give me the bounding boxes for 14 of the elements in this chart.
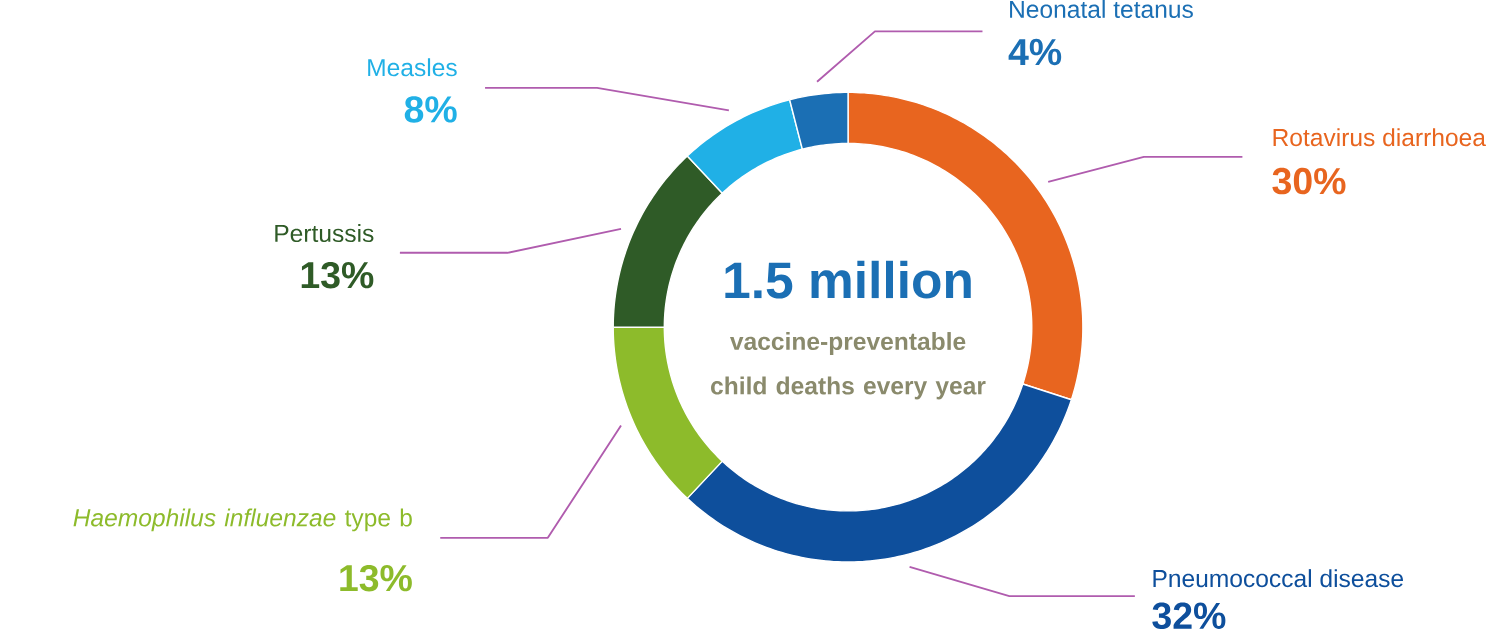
data-label: 13% (301, 261, 374, 289)
slice-label: Rotavirus diarrhoea (1273, 128, 1486, 147)
data-label: 4% (1008, 38, 1062, 66)
text: vaccine-preventable child deaths every year (711, 332, 986, 400)
slice-label: Pneumococcal disease (1153, 569, 1403, 588)
slice-label: Haemophilus influenzae type b (73, 508, 412, 532)
slice-label: Pertussis (275, 224, 374, 243)
data-label: 8% (404, 96, 457, 123)
text: 1.5 million (725, 260, 971, 299)
data-label: 30% (1272, 167, 1346, 195)
data-label: 32% (1152, 602, 1226, 629)
data-label: 13% (340, 564, 412, 592)
slice-label: Measles (368, 58, 457, 77)
slice-label: Neonatal tetanus (1010, 0, 1193, 19)
